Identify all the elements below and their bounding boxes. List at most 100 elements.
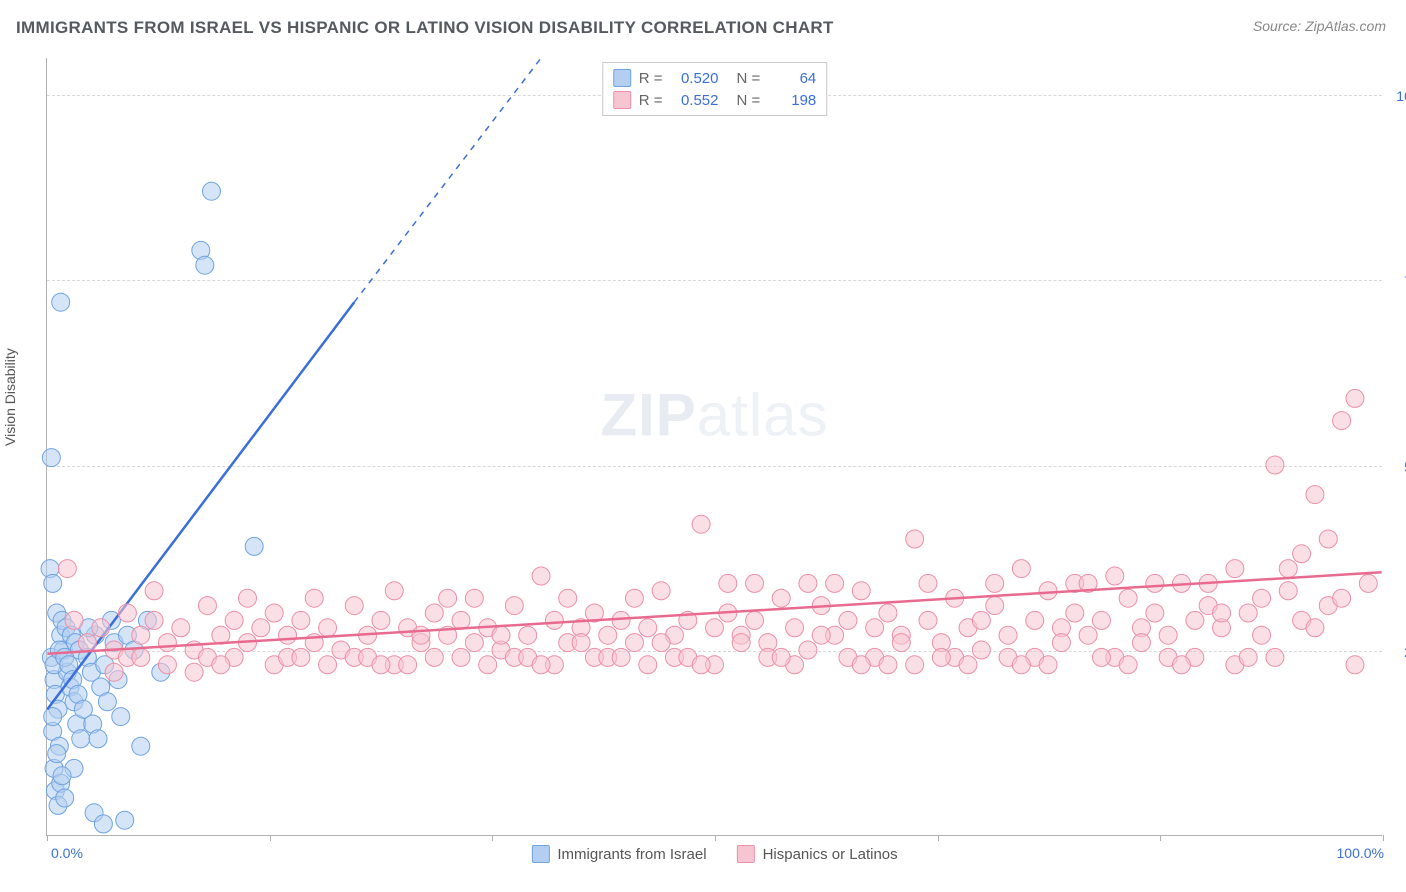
scatter-point: [319, 619, 337, 637]
scatter-point: [53, 767, 71, 785]
scatter-point: [89, 730, 107, 748]
scatter-point: [625, 589, 643, 607]
legend-n-label: N =: [737, 92, 761, 109]
scatter-point: [1159, 626, 1177, 644]
scatter-point: [1293, 545, 1311, 563]
trend-line: [47, 572, 1381, 653]
scatter-point: [48, 745, 66, 763]
scatter-point: [852, 656, 870, 674]
scatter-point: [185, 663, 203, 681]
scatter-point: [172, 619, 190, 637]
scatter-point: [692, 656, 710, 674]
scatter-point: [58, 560, 76, 578]
scatter-point: [132, 626, 150, 644]
scatter-point: [265, 604, 283, 622]
scatter-point: [1132, 634, 1150, 652]
chart-source: Source: ZipAtlas.com: [1253, 18, 1386, 34]
scatter-point: [826, 574, 844, 592]
scatter-point: [972, 611, 990, 629]
scatter-point: [1346, 389, 1364, 407]
scatter-point: [1146, 574, 1164, 592]
scatter-point: [1279, 560, 1297, 578]
scatter-point: [492, 626, 510, 644]
legend-label: Immigrants from Israel: [557, 846, 706, 863]
scatter-point: [639, 656, 657, 674]
legend-item: Immigrants from Israel: [531, 845, 706, 863]
scatter-point: [1359, 574, 1377, 592]
scatter-point: [1173, 656, 1191, 674]
scatter-point: [1012, 560, 1030, 578]
scatter-point: [719, 574, 737, 592]
xtick: [492, 835, 493, 841]
scatter-point: [559, 589, 577, 607]
scatter-point: [932, 648, 950, 666]
scatter-point: [652, 582, 670, 600]
scatter-point: [799, 574, 817, 592]
xtick: [938, 835, 939, 841]
xtick: [47, 835, 48, 841]
scatter-point: [425, 604, 443, 622]
scatter-point: [1306, 486, 1324, 504]
legend-item: Hispanics or Latinos: [737, 845, 898, 863]
scatter-point: [519, 626, 537, 644]
scatter-point: [852, 582, 870, 600]
scatter-point: [972, 641, 990, 659]
scatter-point: [919, 574, 937, 592]
scatter-point: [1266, 456, 1284, 474]
scatter-point: [425, 648, 443, 666]
scatter-point: [625, 634, 643, 652]
scatter-point: [292, 611, 310, 629]
scatter-point: [202, 182, 220, 200]
scatter-point: [652, 634, 670, 652]
scatter-point: [1239, 648, 1257, 666]
legend-r-value: 0.552: [671, 92, 719, 109]
scatter-point: [44, 708, 62, 726]
scatter-point: [279, 626, 297, 644]
scatter-point: [72, 730, 90, 748]
scatter-point: [1092, 611, 1110, 629]
scatter-point: [196, 256, 214, 274]
scatter-point: [78, 634, 96, 652]
legend-swatch: [531, 845, 549, 863]
scatter-point: [1012, 656, 1030, 674]
scatter-point: [52, 293, 70, 311]
scatter-point: [746, 574, 764, 592]
scatter-point: [145, 611, 163, 629]
source-prefix: Source:: [1253, 18, 1305, 34]
legend-r-label: R =: [639, 70, 663, 87]
scatter-point: [92, 619, 110, 637]
scatter-point: [746, 611, 764, 629]
scatter-point: [919, 611, 937, 629]
scatter-point: [132, 737, 150, 755]
scatter-point: [772, 589, 790, 607]
scatter-point: [959, 656, 977, 674]
scatter-point: [305, 589, 323, 607]
scatter-point: [1253, 589, 1271, 607]
scatter-point: [385, 582, 403, 600]
scatter-point: [639, 619, 657, 637]
scatter-point: [292, 648, 310, 666]
scatter-point: [65, 611, 83, 629]
scatter-point: [112, 708, 130, 726]
scatter-point: [372, 656, 390, 674]
scatter-point: [532, 567, 550, 585]
scatter-point: [465, 589, 483, 607]
scatter-point: [799, 641, 817, 659]
scatter-point: [839, 611, 857, 629]
legend-n-value: 198: [768, 92, 816, 109]
source-name: ZipAtlas.com: [1305, 18, 1386, 34]
scatter-point: [1026, 611, 1044, 629]
scatter-point: [532, 656, 550, 674]
scatter-point: [612, 611, 630, 629]
legend-n-value: 64: [768, 70, 816, 87]
scatter-point: [1106, 567, 1124, 585]
scatter-point: [1066, 604, 1084, 622]
plot-area: ZIPatlas 2.5%5.0%7.5%10.0% 0.0% 100.0% R…: [46, 58, 1382, 836]
scatter-point: [692, 515, 710, 533]
y-axis-label: Vision Disability: [2, 348, 18, 446]
scatter-point: [732, 634, 750, 652]
scatter-point: [999, 626, 1017, 644]
scatter-point: [986, 597, 1004, 615]
xtick: [270, 835, 271, 841]
scatter-point: [1186, 611, 1204, 629]
